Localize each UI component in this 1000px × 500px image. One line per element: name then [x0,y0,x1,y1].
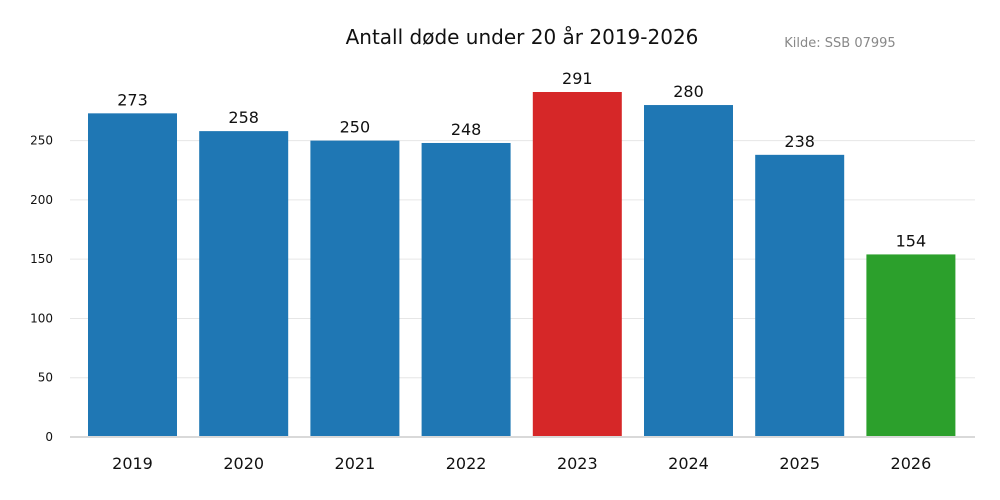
bar-2019 [88,113,177,437]
x-tick-label-2022: 2022 [446,454,487,473]
bar-2020 [199,131,289,437]
bar-2025 [755,154,845,437]
x-tick-label-2021: 2021 [335,454,376,473]
x-tick-label-2026: 2026 [891,454,932,473]
bar-2026 [866,254,956,437]
value-label-2024: 280 [673,82,704,101]
x-tick-label-2019: 2019 [112,454,153,473]
x-tick-label-2025: 2025 [779,454,820,473]
axis-layer: 0 50 100 150 200 250 2019 2020 2021 2022 2023 2024 2… [30,134,975,473]
value-label-2023: 291 [562,69,593,88]
bar-2021 [310,140,400,437]
x-tick-label-2023: 2023 [557,454,598,473]
value-label-2020: 258 [228,108,259,127]
value-label-2025: 238 [784,132,815,151]
x-tick-label-2024: 2024 [668,454,709,473]
y-tick-label: 250 [30,134,53,148]
bar-layer [88,92,956,438]
y-tick-label: 150 [30,252,53,266]
y-tick-label: 50 [38,371,53,385]
source-note: Kilde: SSB 07995 [784,36,895,51]
label-layer: 273 258 250 248 291 280 238 154 [117,69,926,250]
y-tick-label: 100 [30,311,53,325]
x-tick-label-2020: 2020 [223,454,264,473]
value-label-2019: 273 [117,90,148,109]
bar-2023 [532,92,622,437]
bar-2024 [644,105,733,438]
value-label-2022: 248 [451,120,482,139]
bar-2022 [421,142,511,438]
chart-title: Antall døde under 20 år 2019-2026 [346,25,699,49]
value-label-2026: 154 [896,231,927,250]
y-tick-label: 200 [30,193,53,207]
y-tick-label: 0 [45,430,53,444]
value-label-2021: 250 [340,118,371,137]
